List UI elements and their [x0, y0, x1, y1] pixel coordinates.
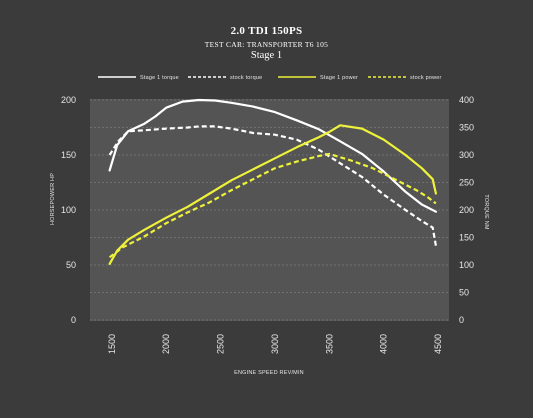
x-axis-label: ENGINE SPEED REV/MIN: [234, 370, 304, 376]
y-left-tick-label: 100: [61, 205, 76, 215]
y-right-tick-label: 100: [459, 260, 474, 270]
y-axis-right-label: TORQUE NM: [483, 194, 489, 230]
x-tick-label: 2500: [216, 334, 226, 354]
plot-area: [90, 99, 449, 321]
y-right-tick-label: 400: [459, 95, 474, 105]
x-tick-label: 4000: [379, 334, 389, 354]
y-right-tick-label: 300: [459, 150, 474, 160]
y-right-tick-label: 350: [459, 123, 474, 133]
legend-label: stock torque: [230, 75, 262, 81]
tick-labels: 0501001502000501001502002503003504001500…: [61, 95, 474, 354]
x-tick-label: 3500: [324, 334, 334, 354]
y-axis-left-label: HORSEPOWER HP: [50, 173, 56, 225]
series-line-stage-1-torque: [108, 98, 437, 213]
y-right-tick-label: 200: [459, 205, 474, 215]
x-tick-label: 2000: [161, 334, 171, 354]
y-left-tick-label: 0: [71, 315, 76, 325]
chart-title: 2.0 TDI 150PS: [230, 25, 303, 37]
x-tick-label: 3000: [270, 334, 280, 354]
chart-stage-label: Stage 1: [250, 50, 283, 61]
y-right-tick-label: 150: [459, 233, 474, 243]
y-right-tick-label: 0: [459, 315, 464, 325]
y-left-tick-label: 50: [66, 260, 76, 270]
y-right-tick-label: 250: [459, 178, 474, 188]
series-line-stock-torque: [108, 125, 437, 246]
legend-label: Stage 1 power: [320, 75, 358, 81]
x-tick-label: 4500: [433, 334, 443, 354]
chart-subtitle: TEST CAR: TRANSPORTER T6 105: [204, 40, 329, 49]
legend: Stage 1 torque stock torque Stage 1 power s…: [98, 75, 442, 81]
series-lines: [108, 98, 437, 265]
y-right-tick-label: 50: [459, 288, 469, 298]
legend-label: Stage 1 torque: [140, 75, 179, 81]
x-tick-label: 1500: [107, 334, 117, 354]
y-left-tick-label: 200: [61, 95, 76, 105]
series-line-stage-1-power: [108, 124, 437, 265]
y-left-tick-label: 150: [61, 150, 76, 160]
legend-label: stock power: [410, 75, 442, 81]
